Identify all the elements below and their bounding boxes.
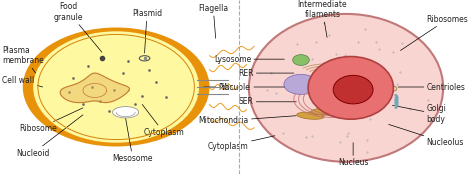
Ellipse shape [333,75,373,104]
Polygon shape [60,73,129,103]
Text: Food
granule: Food granule [54,2,102,52]
Text: Nucleolus: Nucleolus [389,124,464,147]
Text: Nucleoid: Nucleoid [17,115,83,158]
Text: Plasma
membrane: Plasma membrane [2,46,44,73]
Text: Plasmid: Plasmid [132,9,162,53]
Text: Ribosome: Ribosome [19,108,83,133]
Text: Mesosome: Mesosome [112,118,153,163]
Text: Centrioles: Centrioles [398,82,465,92]
Text: Pili: Pili [204,82,229,92]
Text: Golgi
body: Golgi body [392,104,447,124]
Text: RER: RER [238,69,294,78]
Ellipse shape [385,84,394,89]
Ellipse shape [112,106,138,118]
Text: Intermediate
filaments: Intermediate filaments [298,0,347,37]
Text: Vacuole: Vacuole [221,82,284,92]
Text: Ribosomes: Ribosomes [401,15,468,50]
Text: SER: SER [239,97,296,106]
Ellipse shape [292,55,309,65]
Text: Flagella: Flagella [198,4,228,38]
Ellipse shape [249,14,443,162]
Ellipse shape [23,27,210,147]
Ellipse shape [33,31,199,143]
Text: Lysosome: Lysosome [214,55,284,64]
Ellipse shape [297,112,324,119]
Ellipse shape [308,57,393,119]
Text: Cytoplasm: Cytoplasm [208,136,275,151]
Text: Mitochondria: Mitochondria [199,116,296,125]
Text: Cell wall: Cell wall [2,76,43,87]
Text: Cytoplasm: Cytoplasm [142,104,184,137]
Text: Nucleus: Nucleus [338,143,368,167]
Ellipse shape [284,74,318,94]
Ellipse shape [310,108,339,115]
